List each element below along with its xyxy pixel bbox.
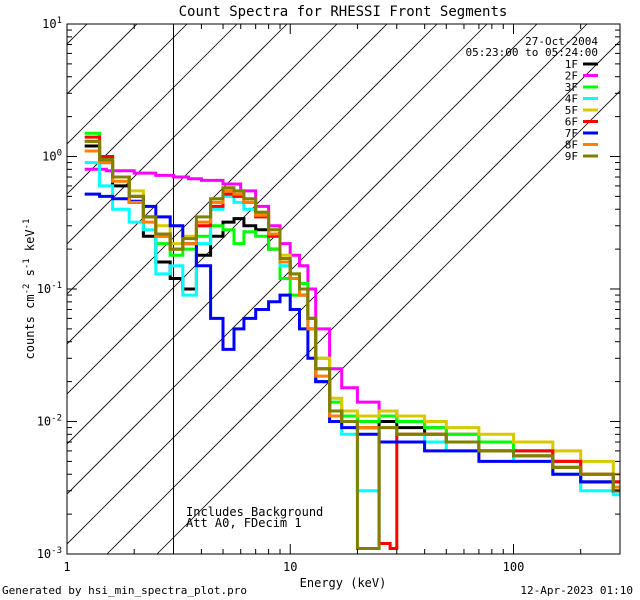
axis-ticks (66, 23, 621, 555)
hatch-line (67, 24, 238, 195)
legend-label-2F: 2F (565, 70, 578, 83)
legend-label-9F: 9F (565, 150, 578, 163)
legend-label-4F: 4F (565, 93, 578, 106)
y-axis-label: counts cm-2 s-1 keV-1 (22, 219, 37, 360)
legend-label-6F: 6F (565, 116, 578, 129)
y-tick-label: 100 (42, 149, 62, 164)
hatch-line (67, 24, 288, 245)
hatch-line (67, 24, 438, 395)
legend-label-8F: 8F (565, 139, 578, 152)
hatch-line (67, 24, 488, 445)
series-line-3F (84, 131, 620, 484)
hatch-line (106, 40, 620, 554)
y-tick-label: 101 (42, 16, 62, 31)
series-line-9F (84, 139, 620, 550)
legend-label-3F: 3F (565, 81, 578, 94)
hatch-line (67, 24, 188, 145)
x-tick-label: 1 (63, 560, 70, 574)
hatch-line (156, 90, 620, 554)
legend-label-7F: 7F (565, 127, 578, 140)
hatch-line (67, 24, 538, 495)
chart-title: Count Spectra for RHESSI Front Segments (179, 4, 508, 20)
plot-background (67, 24, 620, 554)
y-tick-label: 10-1 (37, 281, 62, 296)
footer-timestamp: 12-Apr-2023 01:10 (520, 584, 633, 597)
series-layer (84, 131, 620, 550)
y-tick-label: 10-3 (37, 546, 62, 561)
x-axis-label: Energy (keV) (300, 576, 387, 590)
legend-label-5F: 5F (565, 104, 578, 117)
note-attenuator: Att A0, FDecim 1 (186, 516, 302, 530)
date-label: 27-Oct-2004 (525, 35, 598, 48)
note-background: Includes Background (186, 505, 323, 519)
hatch-line (67, 24, 588, 545)
y-tick-label: 10-2 (37, 414, 62, 429)
hatch-line (67, 24, 388, 345)
time-range-label: 05:23:00 to 05:24:00 (466, 46, 598, 59)
x-tick-label: 10 (283, 560, 297, 574)
footer-generated-by: Generated by hsi_min_spectra_plot.pro (2, 584, 247, 597)
x-tick-label: 100 (503, 560, 525, 574)
legend-label-1F: 1F (565, 58, 578, 71)
